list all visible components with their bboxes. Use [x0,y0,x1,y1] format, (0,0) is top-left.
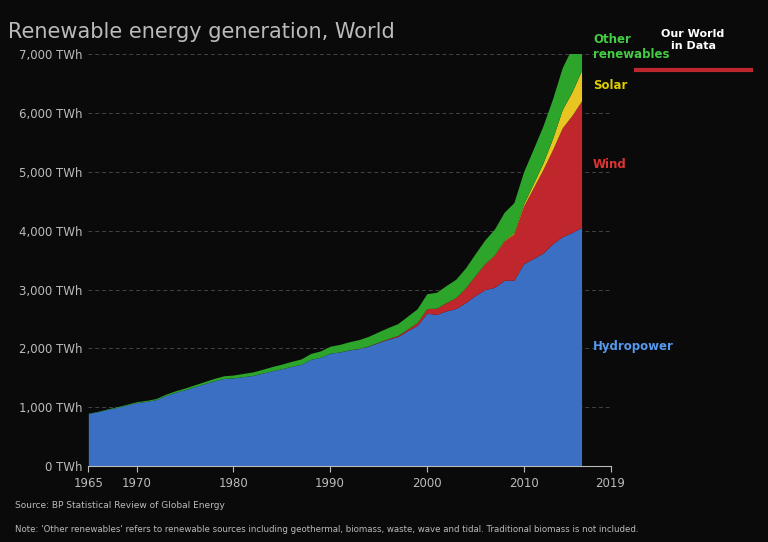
Text: Solar: Solar [593,79,627,92]
Text: Renewable energy generation, World: Renewable energy generation, World [8,22,395,42]
Text: Note: 'Other renewables' refers to renewable sources including geothermal, bioma: Note: 'Other renewables' refers to renew… [15,525,639,534]
Text: Our World
in Data: Our World in Data [661,29,725,51]
Text: Wind: Wind [593,158,627,171]
Text: Hydropower: Hydropower [593,340,674,353]
Text: Source: BP Statistical Review of Global Energy: Source: BP Statistical Review of Global … [15,501,225,511]
Text: Other
renewables: Other renewables [593,33,670,61]
